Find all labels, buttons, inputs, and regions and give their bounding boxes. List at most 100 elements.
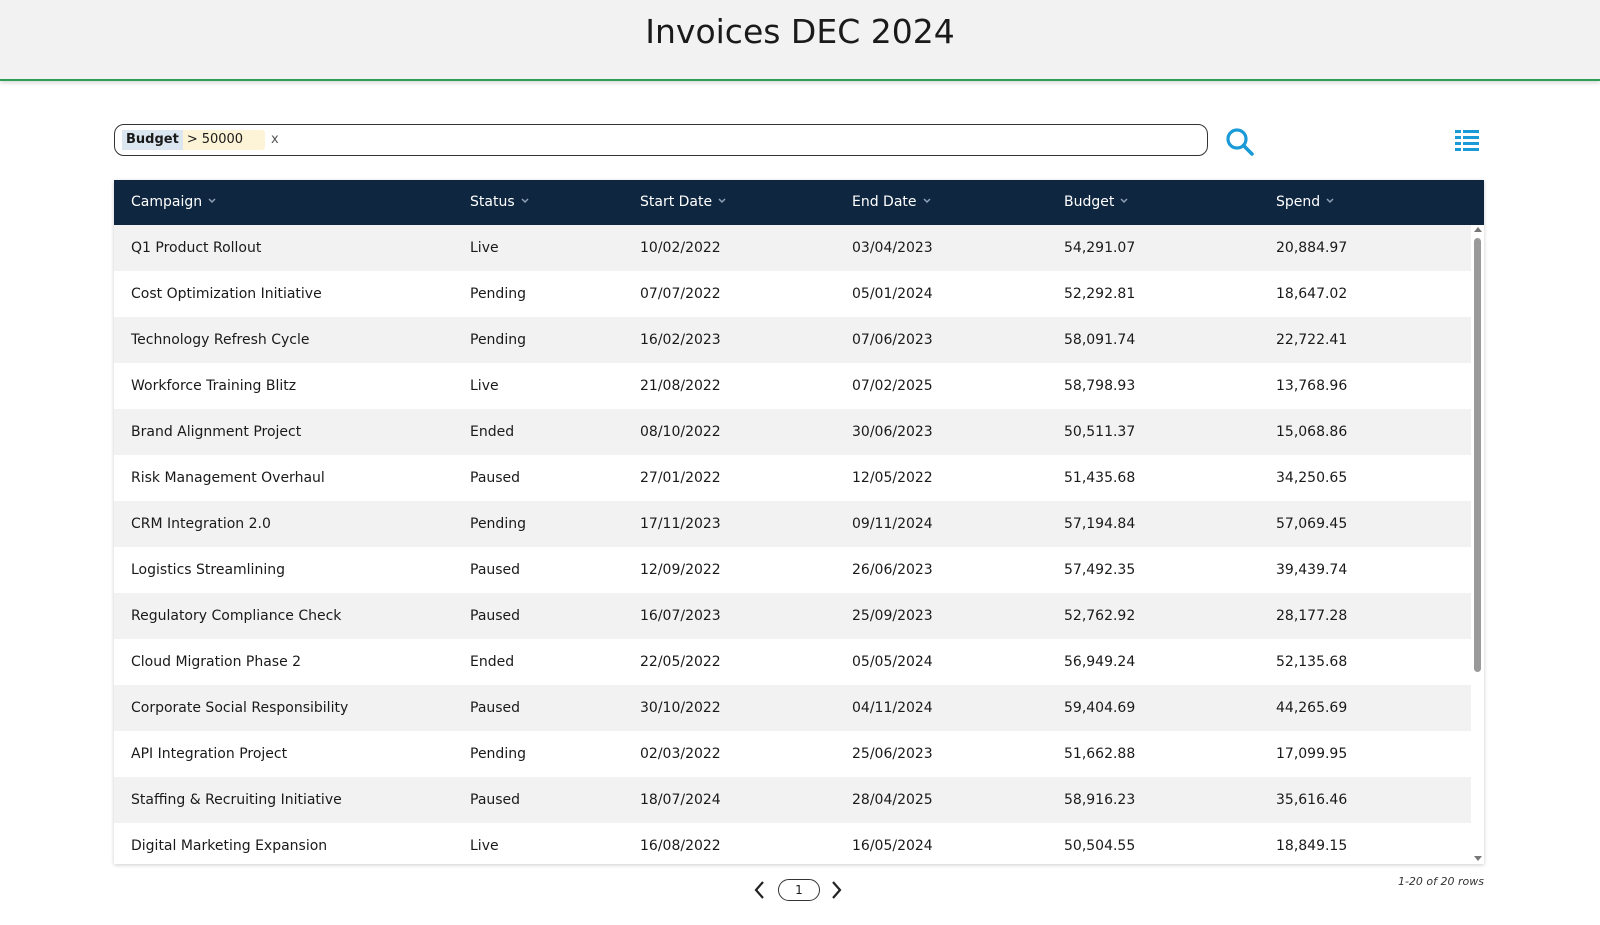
- cell-status: Paused: [470, 608, 521, 624]
- cell-campaign: Logistics Streamlining: [131, 562, 285, 578]
- search-icon[interactable]: [1224, 126, 1256, 158]
- cell-campaign: Workforce Training Blitz: [131, 378, 297, 394]
- scroll-down-arrow-icon[interactable]: [1474, 856, 1482, 861]
- table-row[interactable]: Cloud Migration Phase 2 Ended 22/05/2022 05…: [114, 639, 1471, 685]
- page-header: Invoices DEC 2024: [0, 0, 1600, 81]
- cell-campaign: API Integration Project: [131, 746, 288, 762]
- cell-spend: 44,265.69: [1276, 700, 1348, 716]
- cell-budget: 58,798.93: [1064, 378, 1136, 394]
- table-row[interactable]: CRM Integration 2.0 Pending 17/11/2023 09/1…: [114, 501, 1471, 547]
- cell-start-date: 02/03/2022: [640, 746, 721, 762]
- filter-search-input[interactable]: Budget >50000 x: [114, 124, 1208, 156]
- column-header-campaign[interactable]: Campaign: [131, 180, 216, 225]
- sort-caret-icon: [1120, 198, 1128, 204]
- current-page-indicator[interactable]: 1: [778, 879, 820, 901]
- cell-budget: 51,435.68: [1064, 470, 1136, 486]
- column-header-status[interactable]: Status: [470, 180, 529, 225]
- cell-budget: 58,091.74: [1064, 332, 1136, 348]
- cell-start-date: 10/02/2022: [640, 240, 721, 256]
- filter-chip[interactable]: Budget >50000: [122, 130, 265, 150]
- column-header-budget[interactable]: Budget: [1064, 180, 1128, 225]
- cell-budget: 54,291.07: [1064, 240, 1136, 256]
- cell-budget: 51,662.88: [1064, 746, 1136, 762]
- cell-campaign: Brand Alignment Project: [131, 424, 302, 440]
- column-header-label: Status: [470, 194, 515, 210]
- cell-start-date: 16/07/2023: [640, 608, 721, 624]
- cell-end-date: 25/06/2023: [852, 746, 933, 762]
- table-row[interactable]: Regulatory Compliance Check Paused 16/07/2…: [114, 593, 1471, 639]
- cell-spend: 15,068.86: [1276, 424, 1348, 440]
- column-header-spend[interactable]: Spend: [1276, 180, 1334, 225]
- cell-budget: 50,511.37: [1064, 424, 1136, 440]
- cell-budget: 57,194.84: [1064, 516, 1136, 532]
- table-row[interactable]: Brand Alignment Project Ended 08/10/2022 30…: [114, 409, 1471, 455]
- table-row[interactable]: Logistics Streamlining Paused 12/09/2022 26…: [114, 547, 1471, 593]
- cell-status: Ended: [470, 654, 515, 670]
- scrollbar-thumb[interactable]: [1474, 238, 1481, 672]
- cell-status: Pending: [470, 746, 526, 762]
- cell-spend: 20,884.97: [1276, 240, 1348, 256]
- remove-filter-button[interactable]: x: [271, 132, 279, 147]
- table-row[interactable]: Corporate Social Responsibility Paused 30/…: [114, 685, 1471, 731]
- cell-status: Pending: [470, 332, 526, 348]
- filter-chip-field: Budget: [122, 130, 183, 150]
- cell-campaign: CRM Integration 2.0: [131, 516, 271, 532]
- vertical-scrollbar[interactable]: [1471, 225, 1484, 864]
- cell-status: Ended: [470, 424, 515, 440]
- cell-campaign: Technology Refresh Cycle: [131, 332, 310, 348]
- cell-campaign: Risk Management Overhaul: [131, 470, 325, 486]
- previous-page-button[interactable]: [752, 879, 768, 901]
- cell-end-date: 09/11/2024: [852, 516, 933, 532]
- table-row[interactable]: Cost Optimization Initiative Pending 07/07…: [114, 271, 1471, 317]
- cell-end-date: 26/06/2023: [852, 562, 933, 578]
- table-row[interactable]: Technology Refresh Cycle Pending 16/02/202…: [114, 317, 1471, 363]
- cell-campaign: Regulatory Compliance Check: [131, 608, 342, 624]
- cell-spend: 18,849.15: [1276, 838, 1348, 854]
- cell-spend: 39,439.74: [1276, 562, 1348, 578]
- list-view-icon[interactable]: [1454, 128, 1480, 154]
- row-count-summary: 1-20 of 20 rows: [1397, 875, 1484, 888]
- cell-spend: 28,177.28: [1276, 608, 1348, 624]
- cell-start-date: 16/08/2022: [640, 838, 721, 854]
- table-row[interactable]: Workforce Training Blitz Live 21/08/2022 07…: [114, 363, 1471, 409]
- cell-start-date: 30/10/2022: [640, 700, 721, 716]
- cell-spend: 18,647.02: [1276, 286, 1348, 302]
- table-row[interactable]: Q1 Product Rollout Live 10/02/2022 03/04/20…: [114, 225, 1471, 271]
- table-row[interactable]: Risk Management Overhaul Paused 27/01/2022…: [114, 455, 1471, 501]
- cell-budget: 58,916.23: [1064, 792, 1136, 808]
- cell-campaign: Digital Marketing Expansion: [131, 838, 328, 854]
- filter-chip-operator: >: [186, 132, 198, 147]
- cell-end-date: 30/06/2023: [852, 424, 933, 440]
- table-row[interactable]: Digital Marketing Expansion Live 16/08/202…: [114, 823, 1471, 864]
- cell-end-date: 05/05/2024: [852, 654, 933, 670]
- next-page-button[interactable]: [828, 879, 844, 901]
- column-header-end-date[interactable]: End Date: [852, 180, 931, 225]
- cell-budget: 52,762.92: [1064, 608, 1136, 624]
- cell-start-date: 08/10/2022: [640, 424, 721, 440]
- cell-end-date: 12/05/2022: [852, 470, 933, 486]
- sort-caret-icon: [521, 198, 529, 204]
- cell-campaign: Q1 Product Rollout: [131, 240, 262, 256]
- cell-budget: 50,504.55: [1064, 838, 1136, 854]
- cell-budget: 59,404.69: [1064, 700, 1136, 716]
- sort-caret-icon: [208, 198, 216, 204]
- sort-caret-icon: [1326, 198, 1334, 204]
- cell-end-date: 07/02/2025: [852, 378, 933, 394]
- cell-spend: 22,722.41: [1276, 332, 1348, 348]
- cell-spend: 52,135.68: [1276, 654, 1348, 670]
- column-header-label: Campaign: [131, 194, 203, 210]
- cell-start-date: 16/02/2023: [640, 332, 721, 348]
- cell-start-date: 27/01/2022: [640, 470, 721, 486]
- scroll-up-arrow-icon[interactable]: [1474, 227, 1482, 232]
- cell-end-date: 04/11/2024: [852, 700, 933, 716]
- table-row[interactable]: Staffing & Recruiting Initiative Paused 18…: [114, 777, 1471, 823]
- cell-start-date: 22/05/2022: [640, 654, 721, 670]
- column-header-start-date[interactable]: Start Date: [640, 180, 726, 225]
- cell-end-date: 07/06/2023: [852, 332, 933, 348]
- cell-end-date: 16/05/2024: [852, 838, 933, 854]
- column-header-label: End Date: [852, 194, 917, 210]
- table-row[interactable]: API Integration Project Pending 02/03/2022…: [114, 731, 1471, 777]
- cell-status: Live: [470, 838, 499, 854]
- cell-campaign: Cloud Migration Phase 2: [131, 654, 302, 670]
- cell-budget: 57,492.35: [1064, 562, 1136, 578]
